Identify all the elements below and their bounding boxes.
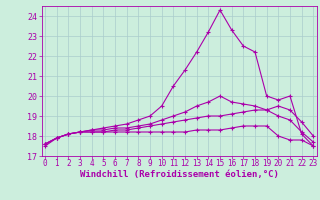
- X-axis label: Windchill (Refroidissement éolien,°C): Windchill (Refroidissement éolien,°C): [80, 170, 279, 179]
